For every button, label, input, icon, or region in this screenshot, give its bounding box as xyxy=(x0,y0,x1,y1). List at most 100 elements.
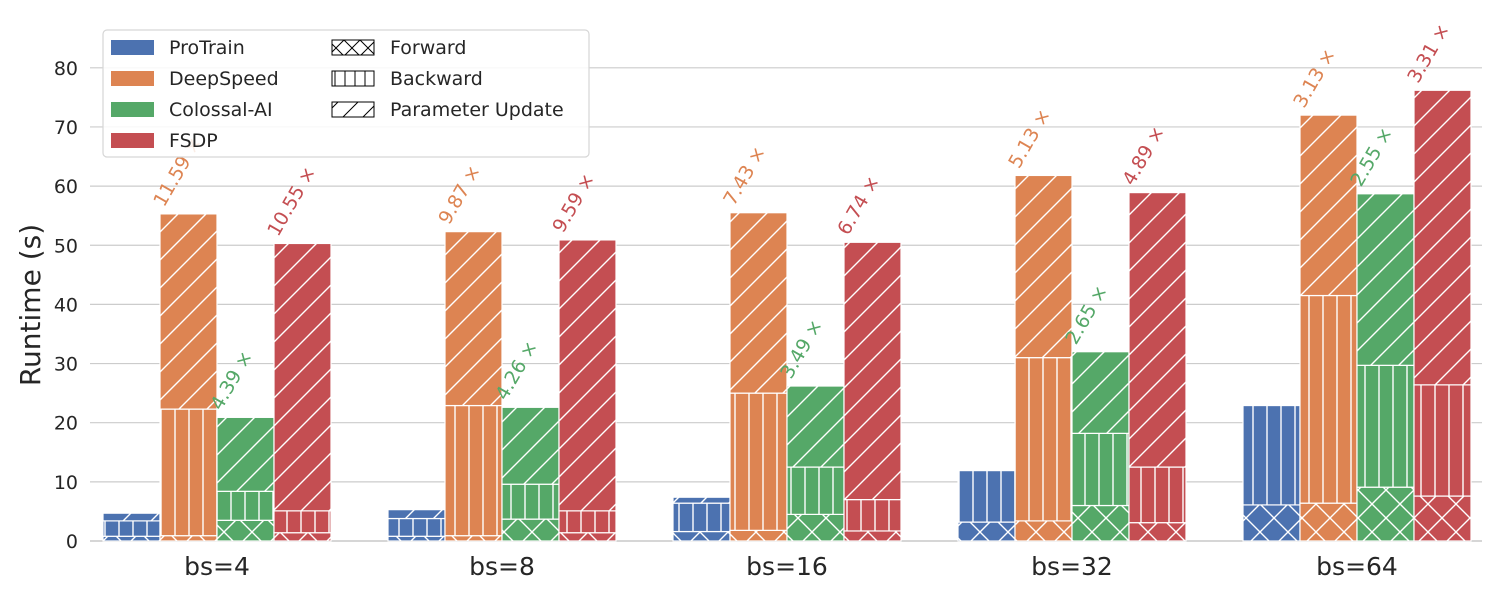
x-tick-label: bs=4 xyxy=(184,552,250,581)
bar-forward-hatch xyxy=(1242,504,1301,542)
bar-backward-hatch xyxy=(672,502,731,533)
bar-backward-hatch xyxy=(387,517,446,537)
bar-update-hatch xyxy=(501,406,560,485)
bar-forward-hatch xyxy=(159,535,218,542)
bar-update-hatch xyxy=(444,231,503,407)
bar-forward-hatch xyxy=(786,513,845,542)
x-tick-label: bs=16 xyxy=(746,552,828,581)
bar-forward-hatch xyxy=(957,521,1016,542)
bar-backward-hatch xyxy=(1413,384,1472,497)
bar-update-hatch xyxy=(102,512,161,522)
bar-update-hatch xyxy=(558,239,617,512)
speedup-label: 5.13 × xyxy=(1004,105,1055,172)
speedup-label: 9.59 × xyxy=(548,170,599,237)
bar-backward-hatch xyxy=(786,466,845,515)
legend-swatch xyxy=(111,102,154,117)
y-tick-label: 30 xyxy=(54,354,78,376)
bar-update-hatch xyxy=(1413,89,1472,386)
bar-update-hatch xyxy=(672,496,731,504)
bar-forward-hatch xyxy=(1356,486,1415,542)
speedup-label: 7.43 × xyxy=(719,143,770,210)
legend-label: ProTrain xyxy=(169,37,245,59)
bar-backward-hatch xyxy=(729,392,788,531)
bar-update-hatch xyxy=(1128,192,1187,468)
bar-forward-hatch xyxy=(1299,502,1358,542)
speedup-label: 3.13 × xyxy=(1289,45,1340,112)
legend-swatch xyxy=(111,133,154,148)
bars xyxy=(102,89,1472,542)
legend-swatch xyxy=(111,71,154,86)
bar-update-hatch xyxy=(729,212,788,394)
y-tick-label: 70 xyxy=(54,117,78,139)
legend-phase-label: Parameter Update xyxy=(390,99,564,121)
bar-backward-hatch xyxy=(501,483,560,520)
bar-forward-hatch xyxy=(729,529,788,542)
bar-backward-hatch xyxy=(216,490,275,521)
y-tick-label: 60 xyxy=(54,176,78,198)
speedup-label: 6.74 × xyxy=(833,172,884,239)
legend-hatch-pattern xyxy=(331,101,375,118)
y-tick-label: 0 xyxy=(66,531,78,553)
x-axis-ticks: bs=4 bs=8 bs=16 bs=32 bs=64 xyxy=(184,552,1398,581)
bar-update-hatch xyxy=(387,509,446,520)
bar-forward-hatch xyxy=(843,530,902,542)
speedup-label: 10.55 × xyxy=(263,163,320,240)
bar-update-hatch xyxy=(1014,174,1073,359)
bar-forward-hatch xyxy=(501,518,560,542)
y-tick-label: 40 xyxy=(54,294,78,316)
bar-update-hatch xyxy=(1356,193,1415,366)
speedup-label: 3.31 × xyxy=(1403,20,1454,87)
bar-backward-hatch xyxy=(843,498,902,532)
legend: ProTrain DeepSpeed Colossal-AI FSDP Forward B… xyxy=(102,29,590,158)
legend-box xyxy=(102,29,590,158)
bar-backward-hatch xyxy=(1014,357,1073,522)
bar-forward-hatch xyxy=(216,519,275,542)
bar-forward-hatch xyxy=(1071,504,1130,542)
bar-update-hatch xyxy=(1071,351,1130,434)
speedup-label: 4.89 × xyxy=(1118,122,1169,189)
bar-forward-hatch xyxy=(1014,520,1073,542)
x-tick-label: bs=8 xyxy=(469,552,535,581)
y-tick-label: 50 xyxy=(54,235,78,257)
bar-forward-hatch xyxy=(102,535,161,542)
y-tick-label: 20 xyxy=(54,413,78,435)
bar-forward-hatch xyxy=(672,530,731,542)
bar-backward-hatch xyxy=(558,510,617,534)
y-axis-ticks: 0 10 20 30 40 50 60 70 80 xyxy=(54,58,78,553)
bar-backward-hatch xyxy=(1299,294,1358,504)
bar-update-hatch xyxy=(1299,114,1358,297)
bar-update-hatch xyxy=(273,242,332,512)
bar-forward-hatch xyxy=(1413,495,1472,542)
bar-backward-hatch xyxy=(159,408,218,537)
bar-forward-hatch xyxy=(387,535,446,542)
bar-backward-hatch xyxy=(1242,404,1301,506)
bar-update-hatch xyxy=(216,416,275,492)
bar-backward-hatch xyxy=(1128,466,1187,524)
bar-backward-hatch xyxy=(444,404,503,537)
legend-label: FSDP xyxy=(169,130,218,152)
legend-hatch-pattern xyxy=(331,39,375,56)
bar-backward-hatch xyxy=(273,510,332,534)
x-tick-label: bs=32 xyxy=(1031,552,1113,581)
bar-update-hatch xyxy=(786,385,845,468)
legend-label: DeepSpeed xyxy=(169,68,279,90)
bar-backward-hatch xyxy=(957,470,1016,523)
speedup-label: 9.87 × xyxy=(434,161,485,228)
bar-backward-hatch xyxy=(1071,432,1130,507)
bar-update-hatch xyxy=(843,241,902,501)
y-axis-title: Runtime (s) xyxy=(14,224,47,386)
legend-hatch-pattern xyxy=(331,70,375,87)
legend-label: Colossal-AI xyxy=(169,99,273,121)
y-tick-label: 80 xyxy=(54,58,78,80)
x-tick-label: bs=64 xyxy=(1316,552,1398,581)
bar-forward-hatch xyxy=(558,532,617,542)
legend-phase-label: Forward xyxy=(390,37,466,59)
bar-update-hatch xyxy=(159,213,218,410)
bar-forward-hatch xyxy=(273,532,332,542)
bar-backward-hatch xyxy=(1356,364,1415,488)
y-tick-label: 10 xyxy=(54,472,78,494)
legend-swatch xyxy=(111,40,154,55)
bar-forward-hatch xyxy=(444,535,503,542)
bar-forward-hatch xyxy=(1128,522,1187,542)
